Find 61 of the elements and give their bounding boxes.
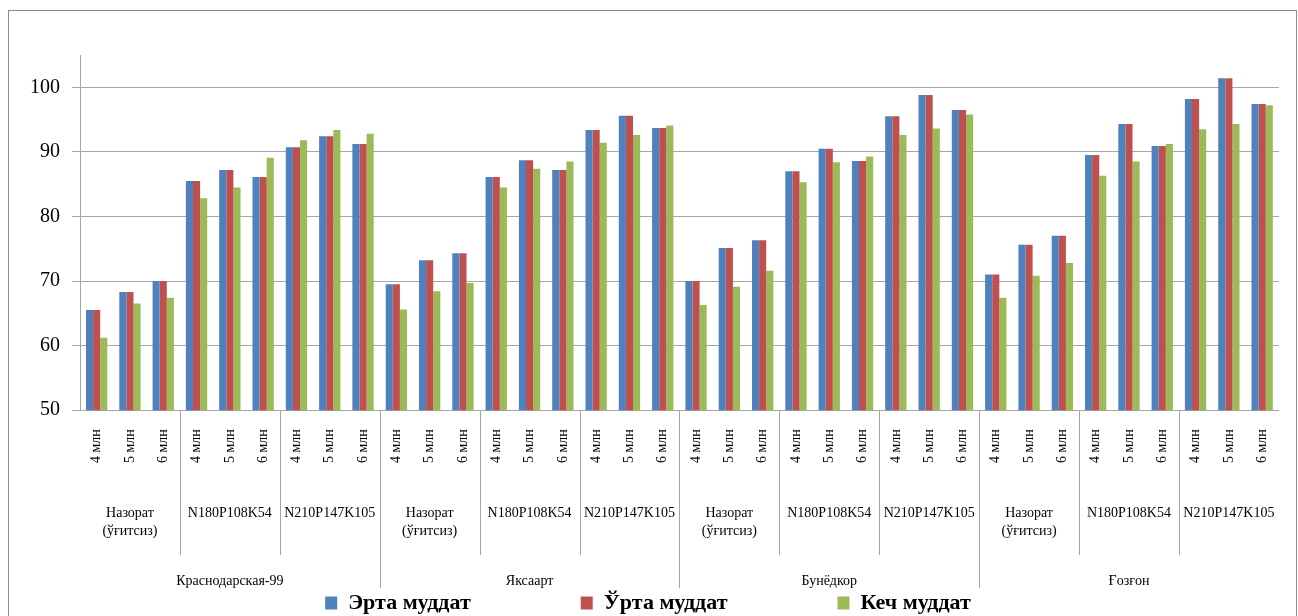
x-tick-label: 5 млн bbox=[721, 428, 737, 464]
text: N210P147K105 bbox=[583, 504, 675, 520]
x-tick-label: 4 млн bbox=[388, 428, 404, 464]
text: Ғозғон bbox=[1108, 572, 1150, 588]
x-tick-label: 5 млн bbox=[421, 428, 437, 464]
x-tick-label: 5 млн bbox=[121, 428, 137, 464]
x-tick-label: 6 млн bbox=[554, 428, 570, 464]
text: Назорат (ўғитсиз) bbox=[402, 504, 458, 539]
x-tick-label: 5 млн bbox=[521, 428, 537, 464]
x-tick-label: 6 млн bbox=[1153, 428, 1169, 464]
text: N180P108K54 bbox=[787, 504, 872, 520]
legend-label: Ўрта муддат bbox=[603, 588, 728, 614]
x-tick-label: 6 млн bbox=[954, 428, 970, 464]
text: Назорат (ўғитсиз) bbox=[1001, 504, 1057, 539]
text: N180P108K54 bbox=[1086, 504, 1171, 520]
x-tick-label: 4 млн bbox=[987, 428, 1003, 464]
x-tick-label: 5 млн bbox=[1220, 428, 1236, 464]
y-tick-label: 100 bbox=[30, 74, 60, 97]
x-tick-label: 4 млн bbox=[1087, 428, 1103, 464]
x-tick-label: 6 млн bbox=[854, 428, 870, 464]
text: Краснодарская-99 bbox=[176, 572, 284, 588]
text: N180P108K54 bbox=[187, 504, 272, 520]
text: Яксаарт bbox=[505, 572, 554, 588]
x-tick-label: 5 млн bbox=[621, 428, 637, 464]
y-tick-label: 80 bbox=[40, 203, 60, 226]
x-tick-label: 6 млн bbox=[454, 428, 470, 464]
x-tick-label: 6 млн bbox=[154, 428, 170, 464]
x-tick-label: 4 млн bbox=[887, 428, 903, 464]
x-tick-label: 6 млн bbox=[654, 428, 670, 464]
text: Назорат (ўғитсиз) bbox=[102, 504, 158, 539]
y-tick-label: 90 bbox=[40, 139, 60, 162]
y-tick-label: 60 bbox=[40, 332, 60, 355]
x-tick-label: 4 млн bbox=[687, 428, 703, 464]
x-tick-label: 6 млн bbox=[1054, 428, 1070, 464]
x-tick-label: 5 млн bbox=[920, 428, 936, 464]
text: N210P147K105 bbox=[883, 504, 975, 520]
x-tick-label: 4 млн bbox=[188, 428, 204, 464]
x-tick-label: 5 млн bbox=[1120, 428, 1136, 464]
x-tick-label: 4 млн bbox=[487, 428, 503, 464]
text: N210P147K105 bbox=[1183, 504, 1275, 520]
x-tick-label: 5 млн bbox=[221, 428, 237, 464]
x-tick-label: 5 млн bbox=[321, 428, 337, 464]
text: N210P147K105 bbox=[284, 504, 376, 520]
text: Бунёдкор bbox=[801, 572, 858, 588]
x-tick-label: 6 млн bbox=[1253, 428, 1269, 464]
y-tick-label: 70 bbox=[40, 268, 60, 291]
x-tick-label: 6 млн bbox=[354, 428, 370, 464]
x-tick-label: 5 млн bbox=[1020, 428, 1036, 464]
x-tick-label: 4 млн bbox=[587, 428, 603, 464]
x-tick-label: 5 млн bbox=[820, 428, 836, 464]
x-tick-label: 4 млн bbox=[1187, 428, 1203, 464]
legend-label: Эрта муддат bbox=[348, 588, 471, 614]
x-tick-label: 6 млн bbox=[254, 428, 270, 464]
x-tick-label: 4 млн bbox=[88, 428, 104, 464]
text: N180P108K54 bbox=[487, 504, 572, 520]
y-tick-label: 50 bbox=[40, 397, 60, 420]
x-tick-label: 4 млн bbox=[288, 428, 304, 464]
legend-label: Кеч муддат bbox=[860, 588, 972, 614]
x-tick-label: 6 млн bbox=[754, 428, 770, 464]
text: Назорат (ўғитсиз) bbox=[701, 504, 758, 539]
x-tick-label: 4 млн bbox=[787, 428, 803, 464]
